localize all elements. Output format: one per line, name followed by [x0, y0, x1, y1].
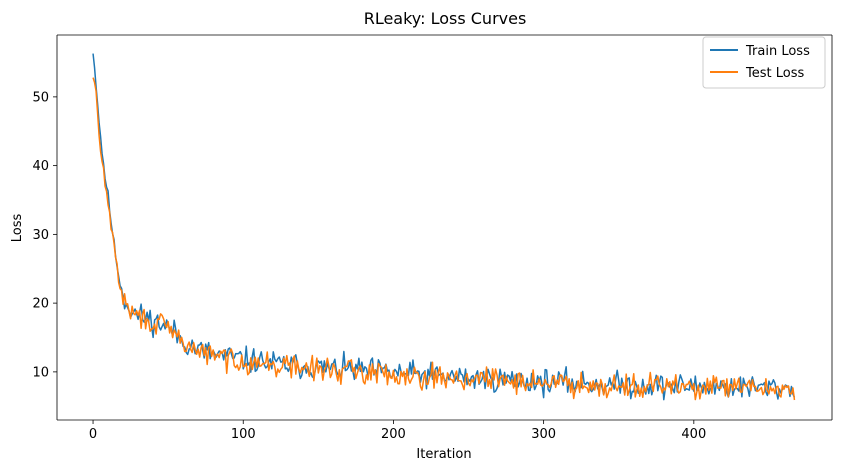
x-tick-label: 200	[381, 427, 406, 442]
series-layer	[92, 53, 796, 401]
y-tick-label: 40	[32, 159, 49, 174]
x-tick-label: 0	[89, 427, 97, 442]
legend-label-test: Test Loss	[745, 66, 804, 81]
axes-frame	[56, 34, 833, 421]
y-tick-label: 30	[32, 228, 49, 243]
series-line-test-loss	[92, 77, 796, 401]
y-tick-label: 20	[32, 297, 49, 312]
y-axis-label: Loss	[10, 214, 25, 243]
y-tick-label: 50	[32, 90, 49, 105]
legend: Train Loss Test Loss	[702, 36, 826, 89]
x-tick-label: 300	[531, 427, 556, 442]
plot-area	[57, 35, 832, 420]
x-tick-label: 400	[681, 427, 706, 442]
chart-title: RLeaky: Loss Curves	[364, 9, 527, 28]
x-axis-label: Iteration	[416, 447, 471, 462]
y-axis-ticks: 10 20 30 40 50	[32, 90, 57, 380]
legend-label-train: Train Loss	[745, 44, 810, 59]
x-axis-ticks: 0 100 200 300 400	[89, 420, 706, 442]
x-tick-label: 100	[231, 427, 256, 442]
y-tick-label: 10	[32, 365, 49, 380]
